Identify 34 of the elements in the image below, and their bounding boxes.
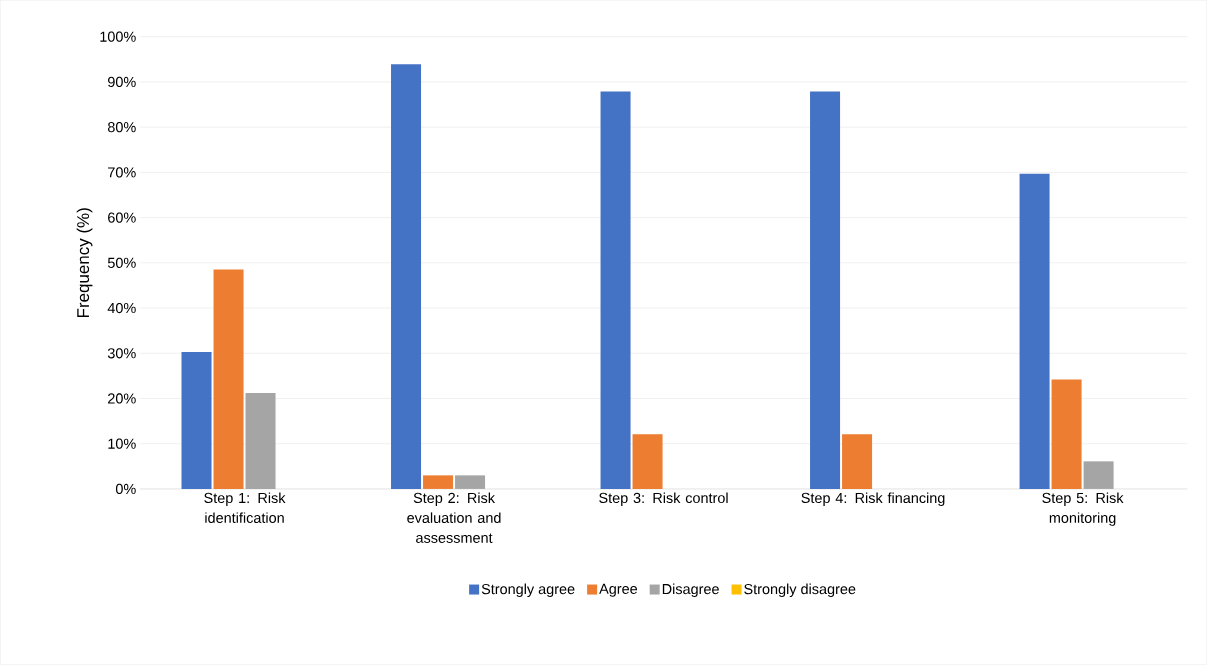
x-tick-label: Step 3: Risk control	[599, 492, 728, 507]
y-tick-label: 90%	[108, 76, 136, 88]
bar	[1083, 461, 1114, 490]
legend-label: Strongly agree	[481, 583, 575, 598]
bar	[213, 269, 244, 490]
y-tick-label: 30%	[107, 348, 136, 359]
y-tick-label: 20%	[108, 393, 136, 404]
legend-label: Strongly disagree	[744, 583, 856, 598]
bar	[842, 434, 873, 490]
x-tick-label: Step 5: Risk monitoring	[1042, 492, 1124, 526]
y-tick-label: 100%	[100, 31, 136, 42]
y-tick-label: 80%	[107, 122, 136, 133]
y-tick-label: 0%	[115, 483, 136, 495]
y-tick-label: 70%	[108, 167, 136, 178]
x-tick-label: Step 4: Risk financing	[801, 492, 945, 507]
bar	[423, 475, 454, 490]
bar	[1051, 379, 1082, 490]
y-tick-label: 50%	[107, 257, 136, 269]
bar	[245, 393, 276, 490]
bar	[391, 64, 422, 490]
bar	[600, 91, 631, 490]
y-tick-label: 40%	[107, 303, 136, 314]
x-tick-label: Step 2: Risk evaluation and assessment	[407, 492, 501, 544]
y-tick-label: 60%	[108, 212, 136, 223]
legend-label: Disagree	[662, 583, 719, 598]
bar	[181, 352, 212, 490]
legend-label: Agree	[599, 583, 638, 597]
bar	[632, 434, 663, 490]
y-axis-title: Frequency (%)	[76, 208, 93, 318]
x-tick-label: Step 1: Risk identification	[204, 492, 286, 524]
bar	[1019, 173, 1050, 490]
bar	[810, 91, 841, 490]
bar	[455, 475, 486, 490]
y-tick-label: 10%	[108, 438, 136, 449]
